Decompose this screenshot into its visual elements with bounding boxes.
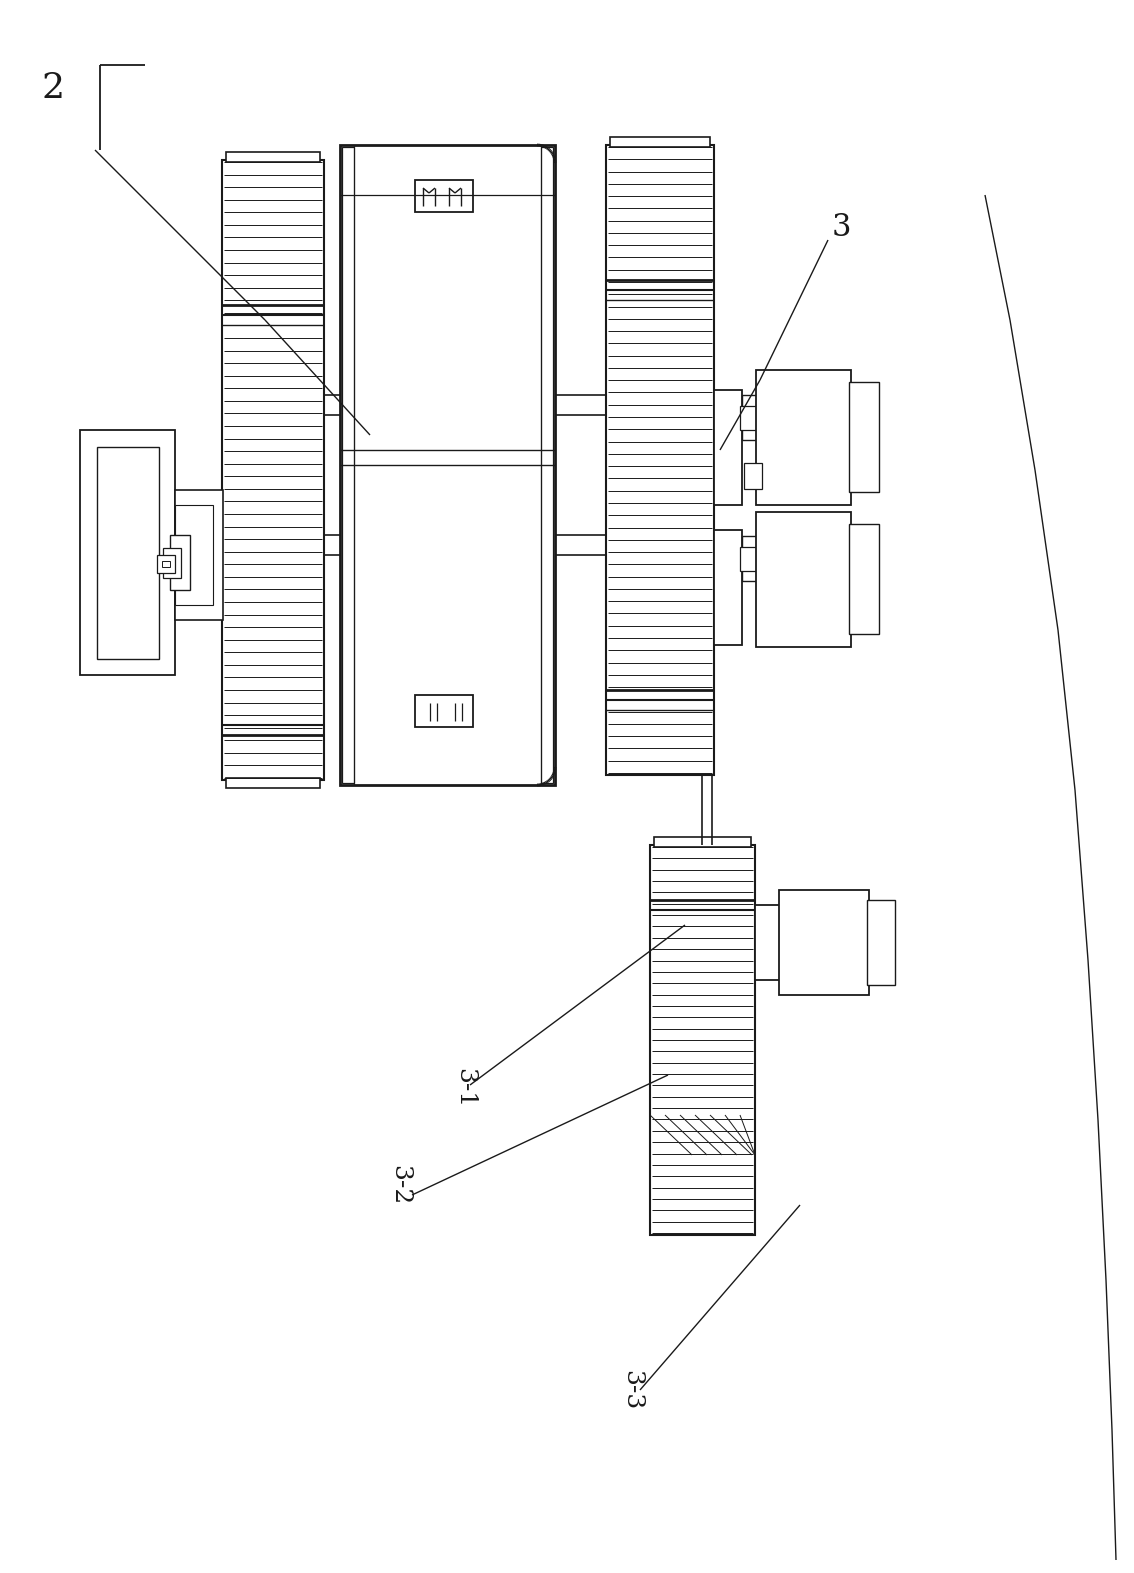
Text: 3: 3 bbox=[832, 212, 852, 244]
Bar bbox=[756, 370, 850, 505]
Bar bbox=[222, 160, 324, 780]
Bar bbox=[415, 179, 473, 212]
Bar bbox=[779, 890, 869, 996]
Bar bbox=[226, 153, 320, 162]
Bar bbox=[340, 145, 555, 785]
Bar bbox=[741, 406, 758, 429]
Bar bbox=[742, 395, 758, 440]
Bar bbox=[741, 547, 758, 571]
Bar bbox=[175, 491, 223, 620]
Bar bbox=[81, 429, 175, 675]
Bar bbox=[744, 462, 762, 489]
Bar bbox=[756, 511, 850, 647]
Bar bbox=[162, 562, 170, 566]
Bar bbox=[742, 536, 758, 580]
Text: 3-1: 3-1 bbox=[452, 1068, 476, 1107]
Bar bbox=[342, 146, 354, 783]
Bar bbox=[654, 837, 751, 846]
Bar bbox=[606, 145, 714, 775]
Bar bbox=[163, 547, 181, 577]
Bar bbox=[98, 447, 159, 659]
Bar bbox=[175, 505, 213, 606]
Bar bbox=[650, 845, 755, 1235]
Bar bbox=[868, 900, 895, 985]
Text: 3-2: 3-2 bbox=[388, 1166, 411, 1205]
Text: 3-3: 3-3 bbox=[620, 1370, 643, 1409]
Bar bbox=[415, 695, 473, 727]
Bar bbox=[849, 524, 879, 634]
Bar bbox=[541, 146, 553, 783]
Bar bbox=[610, 137, 710, 146]
Bar bbox=[714, 390, 742, 505]
Bar bbox=[226, 779, 320, 788]
Text: 2: 2 bbox=[42, 71, 65, 105]
Bar bbox=[170, 535, 191, 590]
Bar bbox=[755, 904, 780, 980]
Bar bbox=[849, 382, 879, 492]
Bar bbox=[714, 530, 742, 645]
Bar bbox=[156, 555, 175, 573]
